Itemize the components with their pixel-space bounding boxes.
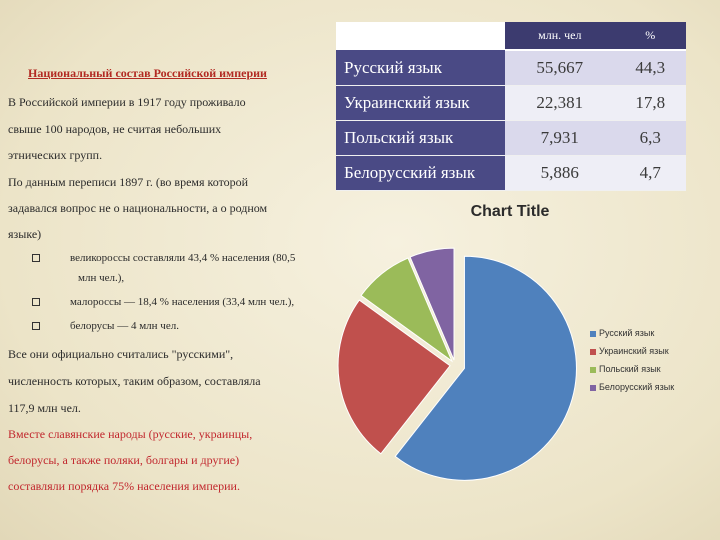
row-label: Украинский язык bbox=[336, 85, 505, 121]
pie-chart bbox=[337, 247, 577, 481]
page-heading: Национальный состав Российской империи bbox=[28, 66, 267, 80]
pie-slice-2 bbox=[360, 257, 454, 363]
legend-item: Белорусский язык bbox=[590, 382, 674, 400]
legend-swatch-3 bbox=[590, 384, 596, 391]
bullet-icon bbox=[32, 298, 40, 307]
row-million: 22,381 bbox=[505, 85, 615, 121]
row-million: 5,886 bbox=[505, 155, 615, 191]
text-line: По данным переписи 1897 г. (во время кот… bbox=[8, 175, 249, 189]
bullet-icon bbox=[32, 322, 40, 331]
bullet-item: белорусы — 4 млн чел. bbox=[32, 320, 179, 332]
bullet-item: великороссы составляли 43,4 % населения … bbox=[32, 252, 295, 264]
bullet-text: великороссы составляли 43,4 % населения … bbox=[70, 252, 296, 264]
legend-item: Польский язык bbox=[590, 364, 674, 382]
legend-swatch-0 bbox=[590, 330, 596, 337]
row-million: 55,667 bbox=[505, 50, 615, 86]
legend-item: Русский язык bbox=[590, 328, 674, 346]
text-line: задавался вопрос не о национальности, а … bbox=[8, 201, 268, 215]
table-row: Украинский язык 22,381 17,8 bbox=[336, 85, 686, 121]
pie-slice-1 bbox=[337, 299, 451, 455]
table-row: Белорусский язык 5,886 4,7 bbox=[336, 155, 686, 191]
header-cell-empty bbox=[336, 22, 505, 50]
legend-label: Польский язык bbox=[599, 364, 661, 374]
text-line: численность которых, таким образом, сост… bbox=[8, 374, 261, 388]
legend-label: Русский язык bbox=[599, 328, 655, 338]
legend-label: Украинский язык bbox=[599, 346, 669, 356]
table-row: Русский язык 55,667 44,3 bbox=[336, 50, 686, 86]
legend-item: Украинский язык bbox=[590, 346, 674, 364]
header-cell-million: млн. чел bbox=[505, 22, 615, 51]
row-percent: 44,3 bbox=[614, 50, 686, 86]
bullet-icon bbox=[32, 254, 40, 263]
row-label: Русский язык bbox=[336, 50, 505, 86]
bullet-wrap: млн чел.), bbox=[78, 272, 125, 284]
text-line: 117,9 млн чел. bbox=[8, 401, 81, 415]
highlight-line: белорусы, а также поляки, болгары и друг… bbox=[8, 453, 240, 467]
table-header-row: млн. чел % bbox=[336, 22, 686, 51]
row-label: Белорусский язык bbox=[336, 155, 505, 191]
chart-legend: Русский язык Украинский язык Польский яз… bbox=[590, 328, 674, 400]
row-percent: 6,3 bbox=[614, 120, 686, 156]
text-line: языке) bbox=[8, 227, 42, 241]
bullet-text: белорусы — 4 млн чел. bbox=[70, 320, 179, 332]
text-line: Все они официально считались "русскими", bbox=[8, 347, 234, 361]
header-cell-percent: % bbox=[614, 22, 686, 51]
row-percent: 17,8 bbox=[614, 85, 686, 121]
bullet-item: малороссы — 18,4 % населения (33,4 млн ч… bbox=[32, 296, 294, 308]
chart-title: Chart Title bbox=[470, 203, 550, 220]
legend-label: Белорусский язык bbox=[599, 382, 675, 392]
row-label: Польский язык bbox=[336, 120, 505, 156]
pie-slice-0 bbox=[394, 255, 577, 481]
legend-swatch-1 bbox=[590, 348, 596, 355]
bullet-text: малороссы — 18,4 % населения (33,4 млн ч… bbox=[70, 296, 295, 308]
highlight-line: Вместе славянские народы (русские, украи… bbox=[8, 427, 253, 441]
text-line: В Российской империи в 1917 году прожива… bbox=[8, 95, 246, 109]
pie-slice-3 bbox=[409, 247, 455, 361]
row-million: 7,931 bbox=[505, 120, 615, 156]
legend-swatch-2 bbox=[590, 366, 596, 373]
text-line: свыше 100 народов, не считая небольших bbox=[8, 122, 222, 136]
table-row: Польский язык 7,931 6,3 bbox=[336, 120, 686, 156]
language-table: млн. чел % Русский язык 55,667 44,3 Укра… bbox=[336, 22, 686, 191]
row-percent: 4,7 bbox=[614, 155, 686, 191]
highlight-line: составляли порядка 75% населения империи… bbox=[8, 479, 240, 493]
text-line: этнических групп. bbox=[8, 148, 103, 162]
